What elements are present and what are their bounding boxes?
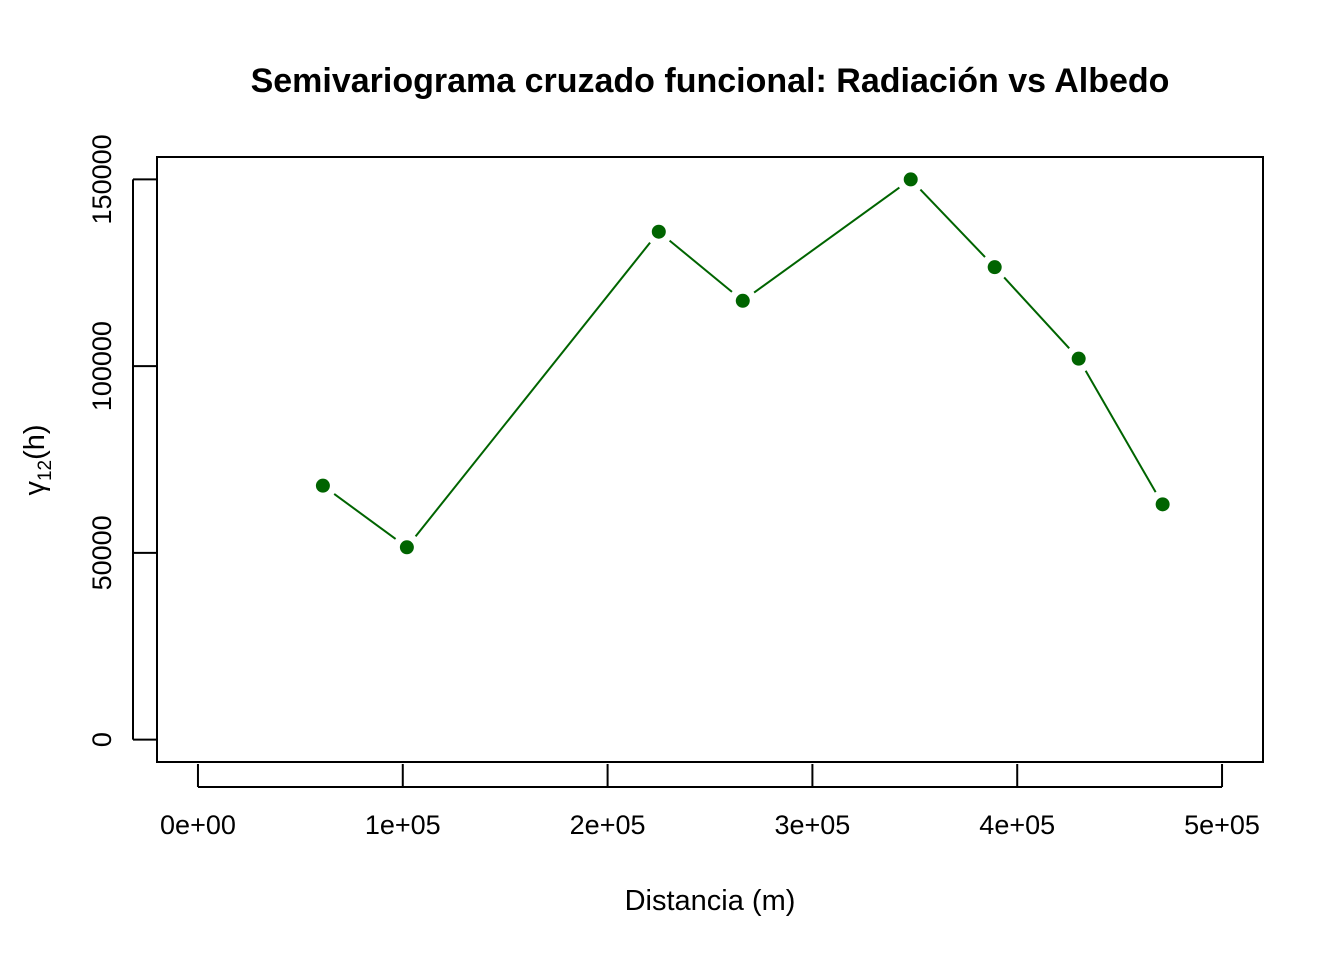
x-tick-label: 1e+05 <box>365 810 441 840</box>
x-tick-label: 5e+05 <box>1184 810 1260 840</box>
data-point <box>903 172 918 187</box>
y-label-symbol: γ <box>19 481 51 496</box>
data-point <box>987 260 1002 275</box>
series-line-segment <box>668 239 733 293</box>
x-axis-label: Distancia (m) <box>625 885 796 917</box>
data-point <box>315 478 330 493</box>
data-point <box>651 224 666 239</box>
y-tick-label: 150000 <box>87 134 117 224</box>
series-line-segment <box>333 493 397 540</box>
y-tick-label: 0 <box>87 732 117 747</box>
data-point <box>1071 351 1086 366</box>
y-label-subscript: 12 <box>35 460 56 481</box>
y-label-suffix: (h) <box>19 424 51 459</box>
x-tick-label: 2e+05 <box>570 810 646 840</box>
y-tick-label: 100000 <box>87 321 117 411</box>
x-tick-label: 4e+05 <box>979 810 1055 840</box>
x-tick-label: 3e+05 <box>774 810 850 840</box>
series-line-segment <box>414 242 651 537</box>
series-line-segment <box>1084 370 1157 493</box>
plot-frame <box>156 156 1264 763</box>
y-axis-label: γ12(h) <box>19 424 56 495</box>
x-axis: 0e+00 1e+05 2e+05 3e+05 4e+05 5e+05 <box>160 764 1260 840</box>
x-tick-label: 0e+00 <box>160 810 236 840</box>
data-point <box>1155 497 1170 512</box>
series-line-segment <box>753 186 900 294</box>
y-axis: 0 50000 100000 150000 <box>87 134 156 747</box>
series-layer <box>315 172 1170 555</box>
y-tick-label: 50000 <box>87 515 117 590</box>
data-point <box>735 293 750 308</box>
series-line-segment <box>919 188 986 258</box>
data-point <box>399 540 414 555</box>
series-line-segment <box>1003 276 1070 350</box>
chart-title: Semivariograma cruzado funcional: Radiac… <box>251 62 1170 100</box>
